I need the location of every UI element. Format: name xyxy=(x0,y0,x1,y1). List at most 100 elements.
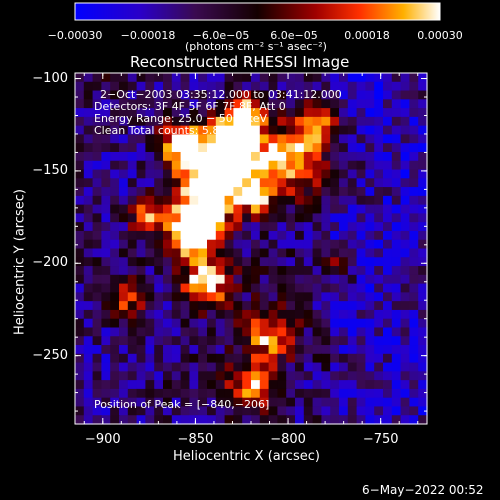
heatmap-cell xyxy=(101,160,111,171)
heatmap-cell xyxy=(347,388,358,399)
heatmap-cell xyxy=(171,81,182,92)
heatmap-cell xyxy=(391,380,402,390)
heatmap-cell xyxy=(171,134,182,144)
heatmap-cell xyxy=(180,187,190,197)
heatmap-cell xyxy=(418,283,428,293)
heatmap-cell xyxy=(171,204,182,215)
heatmap-cell xyxy=(365,274,375,285)
heatmap-cell xyxy=(374,327,384,337)
heatmap-cell xyxy=(180,213,190,223)
heatmap-cell xyxy=(383,204,393,215)
heatmap-cell xyxy=(92,309,102,320)
heatmap-cell xyxy=(400,116,410,127)
heatmap-cell xyxy=(145,292,155,302)
heatmap-cell xyxy=(189,248,199,258)
heatmap-cell xyxy=(347,406,358,416)
heatmap-cell xyxy=(400,301,410,311)
heatmap-cell xyxy=(409,345,419,355)
heatmap-cell xyxy=(409,125,419,136)
heatmap-cell xyxy=(391,301,402,311)
heatmap-cell xyxy=(356,257,366,267)
heatmap-cell xyxy=(312,239,322,250)
heatmap-cell xyxy=(383,327,393,337)
heatmap-cell xyxy=(356,380,366,390)
heatmap-cell xyxy=(356,73,366,83)
heatmap-cell xyxy=(418,108,428,118)
heatmap-cell xyxy=(383,301,393,311)
heatmap-cell xyxy=(365,178,375,188)
heatmap-cell xyxy=(286,230,296,241)
heatmap-cell xyxy=(330,309,340,320)
heatmap-cell xyxy=(409,415,419,425)
heatmap-cell xyxy=(189,362,199,372)
heatmap-cell xyxy=(383,222,393,232)
heatmap-cell xyxy=(92,371,102,381)
heatmap-cell xyxy=(339,266,349,276)
heatmap-cell xyxy=(180,336,190,346)
heatmap-cell xyxy=(215,143,226,153)
heatmap-cell xyxy=(75,266,85,276)
heatmap-cell xyxy=(101,397,111,408)
heatmap-cell xyxy=(277,353,287,364)
heatmap-cell xyxy=(383,160,393,171)
heatmap-cell xyxy=(330,116,340,127)
heatmap-cell xyxy=(295,160,305,171)
heatmap-cell xyxy=(409,248,419,258)
heatmap-cell xyxy=(75,406,85,416)
heatmap-cell xyxy=(321,336,331,346)
heatmap-cell xyxy=(233,397,243,408)
heatmap-cell xyxy=(400,388,410,399)
heatmap-cell xyxy=(286,204,296,215)
heatmap-cell xyxy=(242,81,252,92)
heatmap-cell xyxy=(163,266,173,276)
heatmap-cell xyxy=(339,301,349,311)
heatmap-cell xyxy=(365,108,375,118)
heatmap-cell xyxy=(365,230,375,241)
heatmap-cell xyxy=(356,195,366,206)
heatmap-cell xyxy=(286,283,296,293)
heatmap-cell xyxy=(251,204,261,215)
heatmap-cell xyxy=(171,230,182,241)
heatmap-cell xyxy=(171,195,182,206)
heatmap-cell xyxy=(286,143,296,153)
heatmap-cell xyxy=(321,362,331,372)
heatmap-cell xyxy=(400,353,410,364)
heatmap-cell xyxy=(75,99,85,109)
heatmap-cell xyxy=(409,90,419,100)
heatmap-cell xyxy=(233,125,243,136)
heatmap-cell xyxy=(171,362,182,372)
heatmap-cell xyxy=(391,362,402,372)
heatmap-cell xyxy=(189,90,199,100)
heatmap-cell xyxy=(171,116,182,127)
heatmap-cell xyxy=(383,73,393,83)
heatmap-cell xyxy=(347,169,358,179)
heatmap-cell xyxy=(277,371,287,381)
heatmap-cell xyxy=(312,406,322,416)
heatmap-cell xyxy=(242,283,252,293)
heatmap-cell xyxy=(383,336,393,346)
heatmap-cell xyxy=(224,345,234,355)
heatmap-cell xyxy=(127,353,138,364)
colorbar-tick-label: 6.0e−05 xyxy=(270,29,318,42)
heatmap-cell xyxy=(154,318,164,329)
heatmap-cell xyxy=(189,99,199,109)
heatmap-cell xyxy=(365,187,375,197)
heatmap-cell xyxy=(127,371,138,381)
heatmap-cell xyxy=(75,239,85,250)
heatmap-cell xyxy=(400,143,410,153)
heatmap-cell xyxy=(383,353,393,364)
heatmap-cell xyxy=(312,292,322,302)
heatmap-cell xyxy=(312,380,322,390)
heatmap-cell xyxy=(339,108,349,118)
heatmap-cell xyxy=(383,134,393,144)
heatmap-cell xyxy=(110,406,120,416)
heatmap-cell xyxy=(75,345,85,355)
heatmap-cell xyxy=(92,187,102,197)
heatmap-cell xyxy=(268,380,278,390)
heatmap-cell xyxy=(303,257,314,267)
heatmap-cell xyxy=(374,248,384,258)
heatmap-cell xyxy=(365,204,375,215)
heatmap-cell xyxy=(295,257,305,267)
heatmap-cell xyxy=(163,178,173,188)
heatmap-cell xyxy=(312,151,322,162)
